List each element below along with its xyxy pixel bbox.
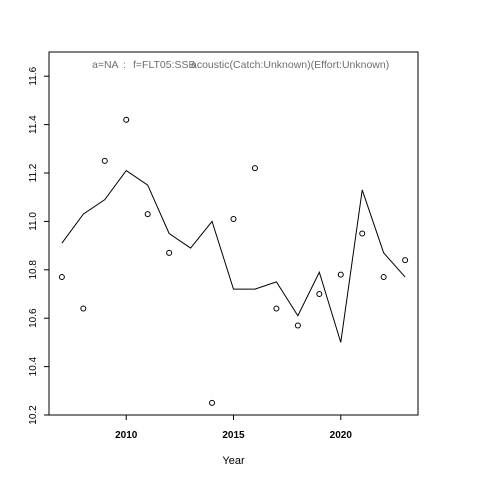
observed-point — [273, 305, 280, 312]
observed-point — [58, 274, 65, 281]
observed-point — [294, 322, 301, 329]
observed-point — [380, 274, 387, 281]
y-tick-label: 11.0 — [28, 212, 39, 231]
y-tick-label: 10.6 — [28, 308, 39, 328]
x-tick-label: 2020 — [330, 430, 353, 441]
y-tick-label: 10.4 — [28, 356, 39, 376]
y-tick-label: 11.2 — [28, 163, 39, 182]
observed-points-series — [58, 116, 409, 406]
observed-point — [402, 257, 409, 264]
observed-point — [230, 215, 237, 222]
observed-point — [337, 271, 344, 278]
observed-point — [101, 157, 108, 164]
y-tick-label: 10.8 — [28, 260, 39, 280]
observed-point — [80, 305, 87, 312]
chart-title: a=NA : f=FLT05:SSB acoustic(Catch:Unknow… — [92, 59, 389, 71]
observed-point — [251, 165, 258, 172]
observed-point — [209, 399, 216, 406]
x-axis: 2010 2015 2020 — [115, 415, 352, 441]
fitted-line — [61, 169, 406, 343]
x-axis-label: Year — [222, 455, 245, 467]
title-part-a: a=NA — [92, 59, 119, 71]
x-tick-label: 2010 — [115, 430, 138, 441]
y-tick-label: 11.4 — [28, 115, 39, 134]
y-tick-label: 11.6 — [28, 66, 39, 85]
title-part-fleet: f=FLT05:SSB — [133, 59, 196, 71]
observed-point — [166, 249, 173, 256]
observed-point — [123, 116, 130, 123]
fitted-line-series — [61, 169, 406, 343]
observed-point — [316, 291, 323, 297]
y-axis: 10.2 10.4 10.6 10.8 11.0 11.2 11.4 11.6 — [28, 66, 49, 425]
observed-point — [359, 230, 366, 237]
x-tick-label: 2015 — [222, 430, 245, 441]
observed-point — [144, 211, 151, 218]
y-tick-label: 10.2 — [28, 405, 39, 425]
title-separator: : — [123, 59, 126, 71]
title-part-source: acoustic(Catch:Unknown)(Effort:Unknown) — [191, 59, 389, 71]
